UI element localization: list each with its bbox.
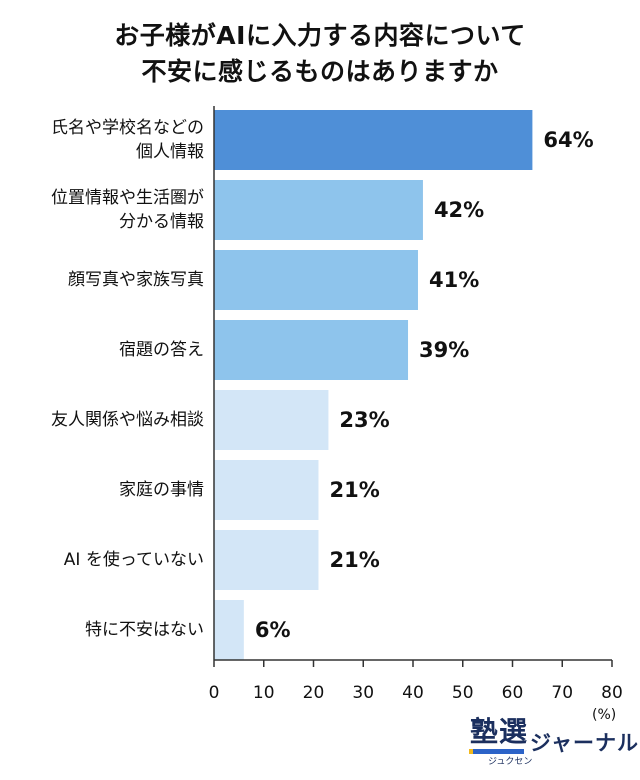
category-label-6-line-0: AI を使っていない bbox=[63, 550, 204, 570]
x-tick-label-4: 40 bbox=[402, 683, 424, 703]
value-label-0: 64% bbox=[543, 128, 594, 152]
x-tick-label-1: 10 bbox=[252, 683, 275, 703]
chart-title-line-2: 不安に感じるものはありますか bbox=[141, 57, 499, 86]
category-label-7: 特に不安はない bbox=[4, 618, 204, 642]
bar-6 bbox=[214, 530, 319, 590]
x-tick-label-0: 0 bbox=[208, 683, 220, 703]
bar-7 bbox=[214, 600, 244, 660]
chart-title: お子様がAIに入力する内容について 不安に感じるものはありますか bbox=[0, 18, 640, 90]
value-label-2: 41% bbox=[428, 268, 480, 292]
value-label-6: 21% bbox=[329, 548, 380, 572]
x-tick-label-2: 20 bbox=[302, 683, 325, 703]
category-label-1-line-1: 分かる情報 bbox=[119, 212, 204, 232]
x-tick-label-6: 60 bbox=[501, 683, 524, 703]
category-label-5-line-0: 家庭の事情 bbox=[119, 480, 204, 500]
logo-journal: ジャーナル bbox=[530, 731, 639, 755]
bar-4 bbox=[214, 390, 329, 450]
category-label-3: 宿題の答え bbox=[4, 338, 204, 362]
x-axis-unit: (%) bbox=[592, 707, 617, 723]
x-tick-label-3: 30 bbox=[352, 683, 375, 703]
logo-underline bbox=[469, 749, 524, 754]
category-label-2: 顔写真や家族写真 bbox=[4, 268, 204, 292]
bar-2 bbox=[214, 250, 418, 310]
logo-kanji: 塾選 bbox=[470, 715, 529, 748]
category-label-0-line-1: 個人情報 bbox=[136, 142, 204, 162]
chart-title-line-1: お子様がAIに入力する内容について bbox=[114, 21, 526, 50]
category-label-4: 友人関係や悩み相談 bbox=[4, 408, 204, 432]
x-tick-label-8: 80 bbox=[601, 683, 623, 703]
category-label-7-line-0: 特に不安はない bbox=[85, 620, 204, 640]
bar-5 bbox=[214, 460, 319, 520]
logo-kana: ジュクセン bbox=[488, 757, 533, 767]
bar-0 bbox=[214, 110, 533, 170]
category-label-0-line-0: 氏名や学校名などの bbox=[51, 118, 204, 138]
category-label-6: AI を使っていない bbox=[4, 548, 204, 572]
value-label-7: 6% bbox=[254, 618, 291, 642]
category-label-2-line-0: 顔写真や家族写真 bbox=[68, 270, 204, 290]
category-label-5: 家庭の事情 bbox=[4, 478, 204, 502]
value-label-3: 39% bbox=[419, 338, 470, 362]
x-tick-label-5: 50 bbox=[451, 683, 474, 703]
bar-3 bbox=[214, 320, 409, 380]
category-label-3-line-0: 宿題の答え bbox=[119, 340, 204, 360]
bar-1 bbox=[214, 180, 423, 240]
juku-sen-journal-logo: 塾選 ジュクセン ジャーナル bbox=[469, 715, 640, 776]
value-label-5: 21% bbox=[329, 478, 380, 502]
value-label-1: 42% bbox=[433, 198, 485, 222]
category-label-0: 氏名や学校名などの個人情報 bbox=[4, 116, 204, 164]
category-label-1-line-0: 位置情報や生活圏が bbox=[51, 188, 204, 208]
category-label-1: 位置情報や生活圏が分かる情報 bbox=[4, 186, 204, 234]
category-label-4-line-0: 友人関係や悩み相談 bbox=[51, 410, 204, 430]
value-label-4: 23% bbox=[339, 408, 390, 432]
x-tick-label-7: 70 bbox=[551, 683, 574, 703]
